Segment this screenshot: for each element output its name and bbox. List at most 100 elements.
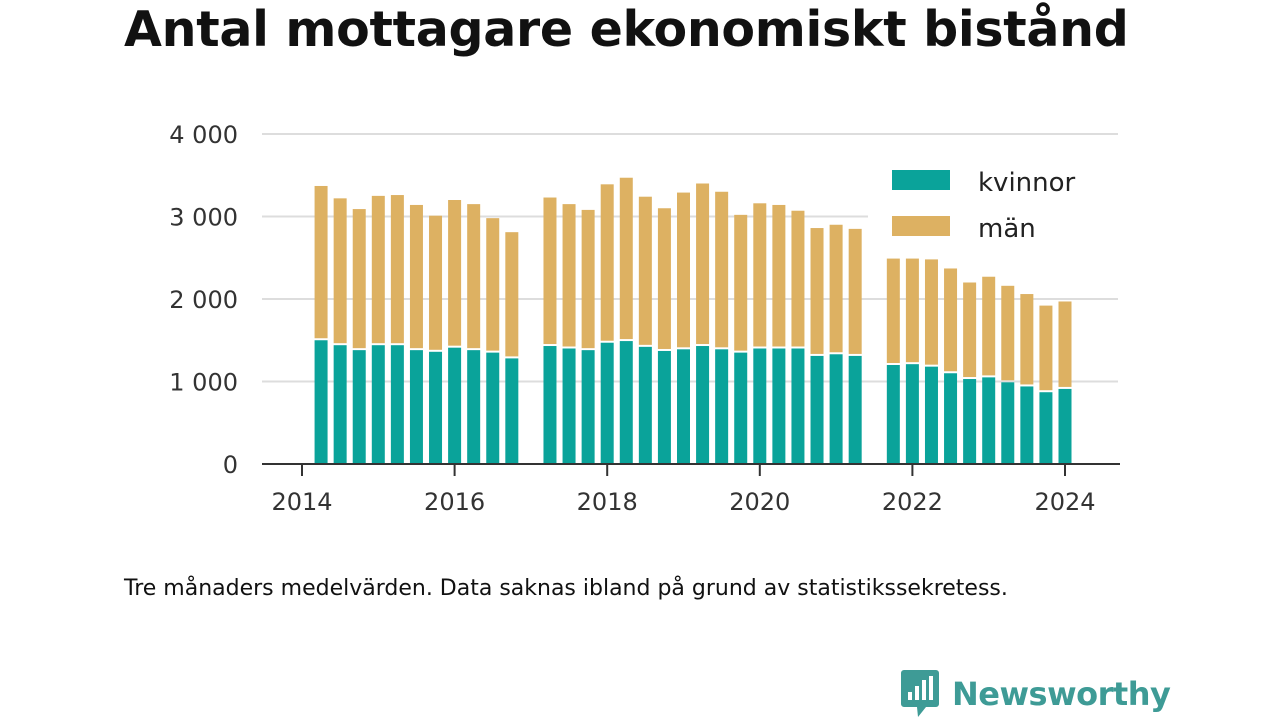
bar-kvinnor	[1001, 382, 1015, 464]
bar-man	[944, 268, 958, 372]
brand-logo: Newsworthy	[900, 668, 1171, 720]
bar-kvinnor	[829, 354, 843, 464]
bar-kvinnor	[944, 373, 958, 464]
bar-man	[1039, 305, 1053, 391]
bar-man	[829, 224, 843, 353]
bar-kvinnor	[543, 346, 557, 464]
bar-kvinnor	[1020, 386, 1034, 464]
bar-man	[429, 215, 443, 350]
bar-kvinnor	[1058, 388, 1072, 464]
bar-man	[619, 177, 633, 340]
bar-kvinnor	[409, 350, 423, 464]
bar-kvinnor	[677, 349, 690, 464]
bar-kvinnor	[448, 347, 462, 464]
bar-man	[505, 232, 519, 357]
bar-kvinnor	[562, 348, 576, 464]
bar-man	[600, 184, 614, 341]
bar-man	[486, 218, 500, 351]
bar-kvinnor	[1039, 392, 1053, 464]
bar-man	[1001, 285, 1015, 381]
bar-kvinnor	[581, 350, 595, 464]
bar-man	[657, 208, 671, 349]
bar-kvinnor	[657, 350, 671, 464]
bar-man	[390, 195, 404, 344]
bar-man	[753, 203, 767, 347]
x-tick-label: 2016	[424, 488, 485, 516]
y-tick-label: 3 000	[169, 204, 238, 232]
bar-kvinnor	[352, 350, 366, 464]
bar-man	[982, 276, 996, 376]
bar-man	[696, 183, 710, 345]
x-tick-label: 2018	[577, 488, 638, 516]
bar-kvinnor	[600, 342, 614, 464]
bar-kvinnor	[810, 355, 824, 464]
bar-man	[810, 228, 824, 354]
bar-kvinnor	[715, 349, 729, 464]
bar-kvinnor	[333, 345, 347, 464]
bar-man	[848, 228, 862, 354]
x-tick-label: 2024	[1034, 488, 1095, 516]
bar-kvinnor	[772, 348, 786, 464]
bar-kvinnor	[638, 346, 652, 464]
newsworthy-logo-icon	[901, 670, 939, 717]
bar-kvinnor	[696, 346, 710, 464]
y-tick-label: 1 000	[169, 369, 238, 397]
bar-man	[1020, 294, 1034, 385]
bar-kvinnor	[390, 345, 404, 464]
bar-man	[734, 214, 748, 351]
bar-kvinnor	[371, 345, 385, 464]
bar-kvinnor	[886, 365, 900, 464]
bar-man	[581, 209, 595, 349]
bar-man	[905, 258, 919, 363]
bar-kvinnor	[314, 340, 328, 464]
bar-kvinnor	[963, 379, 977, 464]
legend-label-man: män	[978, 214, 1036, 244]
legend-swatch-man	[892, 216, 950, 236]
legend-swatch-kvinnor	[892, 170, 950, 190]
bar-kvinnor	[734, 352, 748, 464]
bar-man	[371, 195, 385, 344]
y-tick-label: 4 000	[169, 121, 238, 149]
bar-man	[352, 209, 366, 349]
bar-kvinnor	[924, 366, 938, 464]
bar-man	[924, 259, 938, 365]
bars	[314, 177, 1072, 464]
bar-kvinnor	[429, 351, 443, 464]
x-tick-label: 2020	[729, 488, 790, 516]
bar-man	[772, 204, 786, 347]
bar-man	[409, 204, 423, 349]
chart-title: Antal mottagare ekonomiskt bistånd	[124, 1, 1129, 58]
bar-man	[333, 198, 347, 344]
bar-man	[1058, 301, 1072, 387]
y-tick-label: 2 000	[169, 286, 238, 314]
bar-man	[638, 196, 652, 345]
bar-man	[791, 210, 805, 347]
bar-kvinnor	[848, 355, 862, 464]
bar-man	[963, 282, 977, 378]
bar-kvinnor	[982, 377, 996, 464]
bar-man	[543, 197, 557, 345]
brand-name: Newsworthy	[952, 675, 1171, 713]
chart-footnote: Tre månaders medelvärden. Data saknas ib…	[124, 576, 1008, 601]
bar-man	[677, 192, 690, 348]
bar-kvinnor	[505, 358, 519, 464]
bar-man	[886, 258, 900, 363]
bar-man	[314, 185, 328, 339]
x-tick-label: 2014	[271, 488, 332, 516]
bar-man	[448, 200, 462, 346]
bar-kvinnor	[467, 350, 481, 464]
bar-kvinnor	[486, 352, 500, 464]
x-axis: 2014 2016 2018 2020 2022 2024	[262, 463, 1120, 516]
y-tick-label: 0	[223, 451, 238, 479]
bar-man	[715, 191, 729, 348]
bar-kvinnor	[791, 348, 805, 464]
bar-kvinnor	[619, 341, 633, 464]
bar-man	[562, 204, 576, 347]
bar-kvinnor	[753, 348, 767, 464]
legend: kvinnor män	[868, 158, 1120, 254]
x-tick-label: 2022	[882, 488, 943, 516]
bar-man	[467, 204, 481, 349]
bar-kvinnor	[905, 364, 919, 464]
legend-label-kvinnor: kvinnor	[978, 168, 1076, 198]
